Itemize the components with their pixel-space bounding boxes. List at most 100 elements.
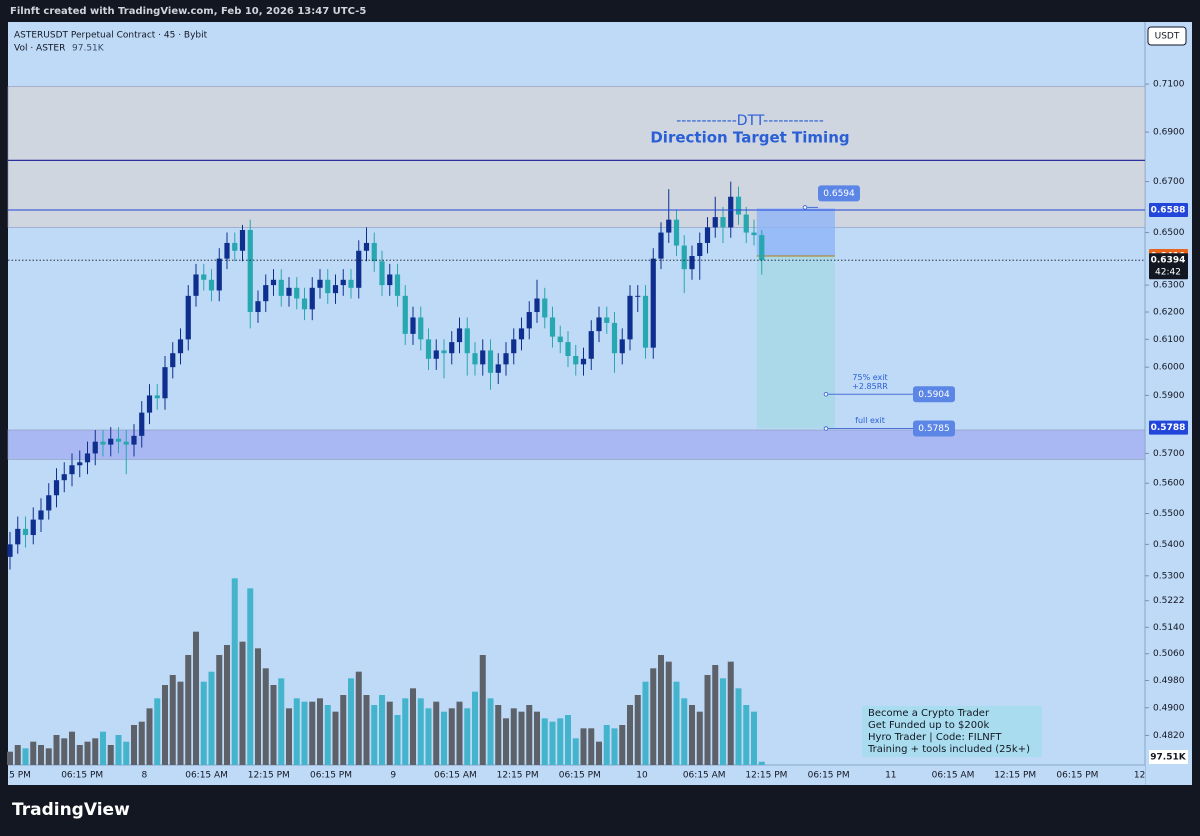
volume-bar — [146, 708, 153, 765]
volume-bar — [332, 711, 339, 765]
candle-body — [115, 438, 122, 442]
volume-bar — [14, 745, 21, 765]
y-tick-label: 0.5140 — [1153, 623, 1185, 633]
currency-box[interactable] — [1147, 26, 1187, 46]
candle-body — [224, 242, 230, 259]
y-tick-label: 0.6100 — [1153, 335, 1185, 345]
candle-body — [146, 395, 153, 413]
candle-body — [611, 322, 618, 354]
volume-bar — [123, 741, 130, 765]
countdown: 42:42 — [1155, 268, 1181, 278]
volume-bar — [572, 738, 579, 765]
volume-bar — [743, 705, 750, 765]
volume-bar — [665, 661, 672, 765]
x-tick-label: 06:15 PM — [808, 771, 850, 781]
candle-body — [53, 480, 60, 496]
volume-bar — [634, 695, 641, 765]
candle-body — [317, 279, 323, 288]
x-tick-label: 12 — [1134, 771, 1145, 781]
volume-bar — [464, 708, 471, 765]
candle-body — [503, 353, 509, 365]
logo: TradingView — [12, 800, 130, 820]
x-tick-label: 9 — [390, 771, 396, 781]
volume-bar — [286, 708, 292, 765]
y-tick-label: 0.5400 — [1153, 540, 1185, 550]
x-tick-label: 06:15 PM — [61, 771, 103, 781]
volume-bar — [619, 725, 626, 765]
candle-body — [348, 279, 354, 288]
candle-body — [518, 328, 525, 340]
volume-bar — [185, 655, 192, 765]
volume-bar — [448, 708, 455, 765]
candle-body — [627, 295, 633, 340]
x-tick-label: 10 — [636, 771, 648, 781]
plot: 0.7100 0.6900 0.6700 0.6500 0.6300 0.6200 0.61… — [7, 80, 1188, 781]
dtt-subtitle: Direction Target Timing — [650, 129, 849, 147]
candle-body — [177, 339, 184, 354]
volume-bar — [363, 695, 370, 765]
partial-text: 75% exit — [852, 373, 887, 382]
candle-body — [100, 441, 106, 445]
candle-body — [549, 317, 556, 337]
x-tick-label: 06:15 PM — [310, 771, 352, 781]
candle-body — [588, 331, 594, 359]
zone — [7, 429, 1146, 460]
volume-bar — [549, 721, 556, 765]
promo-box — [862, 706, 1042, 757]
candle-body — [464, 328, 470, 354]
chart-title: ASTERUSDT Perpetual Contract · 45 · Bybi… — [14, 31, 208, 41]
volume-bar — [100, 731, 106, 765]
volume-bar — [38, 745, 44, 765]
volume-bar — [503, 718, 509, 765]
volume-value: 97.51K — [72, 44, 105, 54]
candle-body — [526, 312, 532, 329]
candle-body — [123, 441, 129, 445]
candle-body — [340, 279, 346, 286]
candle-body — [309, 287, 315, 310]
volume-bar — [510, 708, 517, 765]
candle-body — [728, 196, 734, 228]
candle-body — [604, 317, 610, 323]
volume-bar — [487, 698, 494, 765]
x-tick-label: 06:15 PM — [1056, 771, 1098, 781]
candle-body — [239, 229, 246, 251]
x-tick-label: 06:15 AM — [434, 771, 477, 781]
volume-bar — [7, 751, 13, 765]
volume-bar — [596, 741, 602, 765]
candle-body — [92, 441, 98, 454]
volume-bar — [410, 688, 416, 765]
volume-bar — [216, 655, 223, 765]
candle-body — [255, 301, 261, 313]
volume-bar — [394, 715, 401, 765]
candle-body — [278, 279, 284, 296]
candle-body — [301, 298, 308, 310]
volume-bar — [611, 728, 618, 765]
volume-bar — [107, 745, 114, 765]
candle-body — [170, 353, 176, 368]
candle-body — [61, 474, 67, 481]
candle-body — [193, 274, 199, 296]
volume-bar — [456, 701, 463, 765]
volume-bar — [200, 681, 207, 765]
candle-body — [573, 355, 579, 365]
candle-body — [565, 342, 571, 356]
volume-bar — [84, 741, 91, 765]
y-tick-label: 0.6700 — [1153, 177, 1185, 187]
volume-bar — [541, 718, 548, 765]
volume-bar — [425, 708, 432, 765]
candle-body — [596, 317, 602, 332]
volume-bar — [751, 711, 757, 765]
candle-body — [658, 232, 664, 259]
callout-dot — [823, 426, 829, 431]
candle-body — [15, 528, 21, 545]
candle-body — [131, 435, 137, 445]
volume-bar — [371, 705, 378, 765]
candle-body — [185, 295, 191, 340]
x-tick-label: 8 — [142, 771, 148, 781]
candle-body — [325, 279, 331, 294]
currency[interactable]: USDT — [1155, 32, 1180, 42]
volume-bar — [534, 711, 540, 765]
header: Filnft created with TradingView.com, Feb… — [10, 6, 366, 17]
y-tick-label: 0.5600 — [1153, 479, 1185, 489]
volume-bar — [162, 685, 168, 765]
